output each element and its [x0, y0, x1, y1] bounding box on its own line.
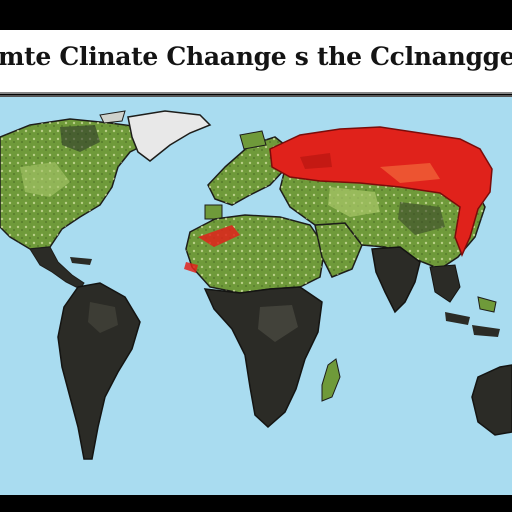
southeast-asia: [429, 264, 500, 337]
russia: [269, 126, 493, 257]
north-africa: [184, 214, 326, 294]
north-america: [0, 118, 152, 250]
sub-saharan-africa: [203, 286, 323, 429]
madagascar: [321, 358, 341, 402]
central-america: [29, 246, 92, 290]
world-map-svg: [0, 110, 512, 460]
south-america: [57, 282, 141, 460]
world-map: [0, 95, 512, 495]
australia: [471, 364, 512, 436]
india: [371, 246, 421, 314]
europe: [204, 130, 291, 220]
arabia: [314, 222, 363, 278]
map-title: mte Clinate Chaange s the Cclnangge: [0, 42, 512, 71]
title-bar: mte Clinate Chaange s the Cclnangge: [0, 30, 512, 94]
greenland: [99, 110, 212, 162]
